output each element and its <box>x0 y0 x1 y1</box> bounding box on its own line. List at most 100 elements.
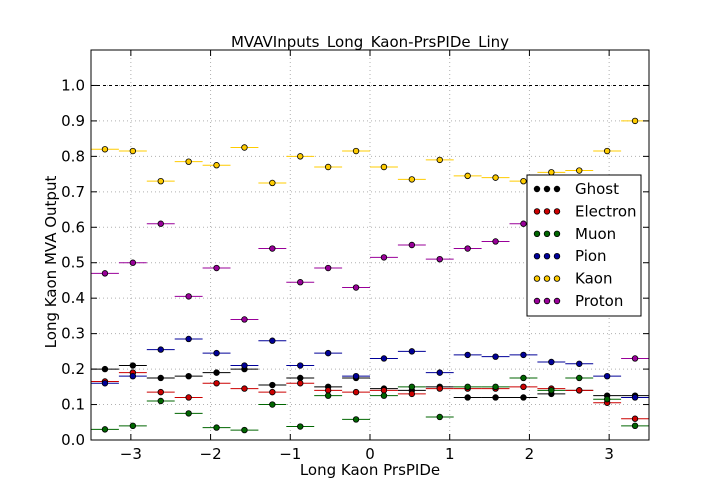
data-point <box>436 369 443 376</box>
data-point <box>213 349 220 357</box>
data-point <box>185 394 192 401</box>
data-point <box>352 147 360 155</box>
data-point <box>157 346 164 353</box>
data-point <box>492 238 499 245</box>
data-point <box>631 415 639 422</box>
data-point <box>464 383 471 391</box>
data-point <box>408 390 416 398</box>
legend-label: Muon <box>575 225 616 243</box>
data-point <box>548 387 555 394</box>
data-point <box>520 394 527 401</box>
y-tick-label: 0.0 <box>61 431 85 449</box>
x-tick-label: −1 <box>279 445 301 463</box>
data-point <box>603 396 611 403</box>
legend-marker <box>543 230 551 237</box>
data-point <box>269 388 276 396</box>
data-point <box>129 147 137 155</box>
axis-ticks: −3 −2 −1 0 1 2 3 0.0 0.1 0.2 0.3 0.4 0.5 0.6 0.7 0.8 0.9… <box>61 50 649 463</box>
legend-marker <box>553 185 561 193</box>
data-point <box>129 422 137 430</box>
data-point <box>408 348 416 355</box>
legend-label: Pion <box>575 247 607 265</box>
data-point <box>464 394 471 401</box>
y-tick-label: 0.7 <box>61 183 85 201</box>
x-tick-label: 3 <box>604 445 614 463</box>
data-point <box>101 380 109 387</box>
data-point <box>603 147 611 155</box>
data-point <box>297 362 304 369</box>
x-tick-label: −3 <box>120 445 142 463</box>
data-point <box>380 355 388 362</box>
legend: Ghost Electron Muon Pion Kaon Proton <box>526 174 642 317</box>
data-point <box>352 372 360 380</box>
legend-marker <box>533 185 541 193</box>
legend-marker <box>553 275 561 282</box>
data-point <box>576 374 583 382</box>
data-point <box>129 259 137 266</box>
data-point <box>157 374 164 382</box>
legend-marker <box>543 208 551 215</box>
data-point <box>520 177 527 185</box>
legend-marker <box>543 185 551 193</box>
data-point <box>324 264 332 272</box>
data-point <box>269 179 276 187</box>
data-point <box>185 410 192 417</box>
data-point <box>297 380 304 387</box>
data-point <box>297 423 304 430</box>
series-kaon <box>91 117 649 187</box>
data-point <box>352 416 360 423</box>
legend-marker <box>533 275 541 282</box>
data-point <box>297 374 304 382</box>
data-point <box>269 245 276 252</box>
data-point <box>213 162 220 169</box>
data-point <box>603 372 611 380</box>
legend-marker <box>533 230 541 237</box>
data-point <box>185 158 192 165</box>
legend-marker <box>553 253 561 260</box>
data-point <box>241 385 248 392</box>
data-point <box>213 424 220 431</box>
y-axis-label: Long Kaon MVA Output <box>42 176 60 349</box>
data-point <box>157 397 164 405</box>
x-axis-label: Long Kaon PrsPIDe <box>300 461 440 479</box>
data-point <box>157 177 164 185</box>
data-layer <box>91 117 649 434</box>
data-point <box>297 153 304 160</box>
data-point <box>548 358 555 366</box>
data-point <box>101 365 109 373</box>
data-point <box>129 362 137 369</box>
data-point <box>576 167 583 174</box>
y-tick-label: 1.0 <box>61 76 85 94</box>
y-tick-label: 0.2 <box>61 360 85 378</box>
data-point <box>520 351 527 359</box>
data-point <box>241 316 248 323</box>
y-tick-label: 0.1 <box>61 396 85 414</box>
data-point <box>324 349 332 357</box>
data-point <box>380 392 388 399</box>
data-point <box>269 401 276 408</box>
legend-marker <box>543 297 551 305</box>
data-point <box>492 174 499 181</box>
data-point <box>185 293 192 300</box>
data-point <box>185 335 192 343</box>
data-point <box>241 362 248 369</box>
data-point <box>464 245 471 252</box>
data-point <box>380 163 388 171</box>
data-point <box>464 172 471 180</box>
data-point <box>157 388 164 396</box>
legend-label: Proton <box>575 292 623 310</box>
y-tick-label: 0.4 <box>61 289 85 307</box>
data-point <box>492 394 499 401</box>
data-point <box>408 383 416 391</box>
x-tick-label: 1 <box>445 445 455 463</box>
x-tick-label: 0 <box>365 445 375 463</box>
legend-marker <box>543 275 551 282</box>
data-point <box>408 241 416 249</box>
legend-marker <box>543 253 551 260</box>
data-point <box>101 146 109 153</box>
legend-marker <box>533 253 541 260</box>
data-point <box>631 117 639 125</box>
data-point <box>520 383 527 391</box>
data-point <box>129 372 137 380</box>
